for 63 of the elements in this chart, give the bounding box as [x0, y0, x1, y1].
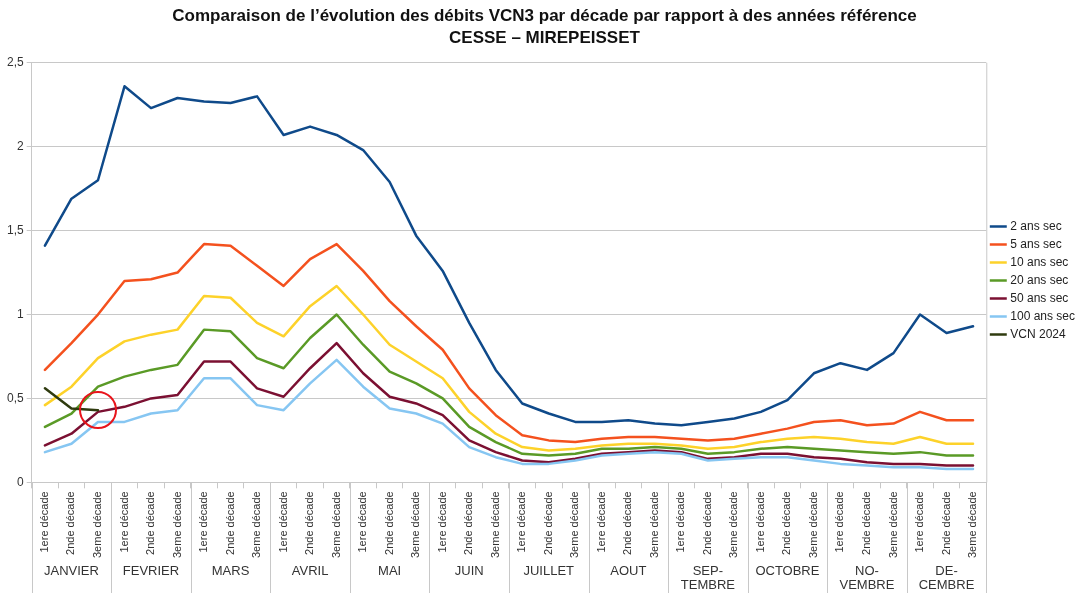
x-tick-label: 2nde décade	[64, 491, 77, 555]
text: MAI	[378, 563, 402, 579]
x-tick-label: 2nde décade	[144, 491, 157, 555]
x-tick-label: 3eme décade	[886, 491, 899, 559]
x-tick-label: 3eme décade	[170, 491, 183, 559]
x-tick-label: 2nde décade	[223, 491, 236, 555]
legend-label: 2 ans sec	[1010, 218, 1062, 233]
text: SEP-TEMBRE	[680, 563, 736, 593]
x-tick-label: 1ere décade	[117, 491, 130, 553]
x-tick-label: 3eme décade	[806, 491, 819, 559]
x-tick-label: 1ere décade	[594, 491, 607, 553]
x-tick-label: 2nde décade	[541, 491, 554, 555]
x-tick-label: 2nde décade	[780, 491, 793, 555]
text: JUIN	[454, 563, 484, 579]
legend-label: 50 ans sec	[1010, 290, 1069, 305]
x-tick-label: 2nde décade	[700, 491, 713, 555]
x-tick-label: 2nde décade	[462, 491, 475, 555]
text: FEVRIER	[122, 563, 180, 579]
chart-title: Comparaison de l’évolution des débits VCN3 par décade par rapport à des années référence	[172, 5, 917, 25]
x-tick-label: 3eme décade	[91, 491, 104, 559]
x-tick-label: 3eme décade	[966, 491, 979, 559]
x-tick-label: 3eme décade	[647, 491, 660, 559]
text: JUILLET	[523, 563, 575, 579]
text: MARS	[211, 563, 250, 579]
y-tick-label: 1	[16, 306, 24, 321]
chart-subtitle: CESSE – MIREPEISSET	[449, 28, 641, 48]
x-tick-label: 3eme décade	[329, 491, 342, 559]
x-tick-label: 3eme décade	[568, 491, 581, 559]
y-tick-label: 0,5	[6, 390, 24, 405]
x-tick-label: 2nde décade	[859, 491, 872, 555]
text: OCTOBRE	[755, 563, 820, 579]
x-tick-label: 1ere décade	[515, 491, 528, 553]
y-tick-label: 2	[16, 139, 24, 154]
x-tick-label: 3eme décade	[488, 491, 501, 559]
x-tick-label: 3eme décade	[409, 491, 422, 559]
legend-label: 5 ans sec	[1010, 236, 1062, 251]
y-tick-label: 0	[16, 474, 24, 489]
x-tick-label: 1ere décade	[276, 491, 289, 553]
text: NO-VEMBRE	[839, 563, 895, 593]
legend-label: 20 ans sec	[1010, 272, 1069, 287]
x-tick-label: 3eme décade	[250, 491, 263, 559]
x-tick-label: 1ere décade	[197, 491, 210, 553]
text: AOUT	[610, 563, 647, 579]
x-tick-label: 2nde décade	[621, 491, 634, 555]
text: JANVIER	[44, 563, 99, 579]
text: AVRIL	[291, 563, 329, 579]
x-tick-label: 1ere décade	[753, 491, 766, 553]
y-tick-label: 1,5	[6, 222, 24, 237]
y-tick-label: 2,5	[6, 55, 24, 70]
x-tick-label: 1ere décade	[833, 491, 846, 553]
x-tick-label: 1ere décade	[674, 491, 687, 553]
x-tick-label: 2nde décade	[382, 491, 395, 555]
x-tick-label: 1ere décade	[356, 491, 369, 553]
x-tick-label: 2nde décade	[939, 491, 952, 555]
legend-label: 10 ans sec	[1010, 254, 1069, 269]
x-tick-label: 1ere décade	[913, 491, 926, 553]
text: DE-CEMBRE	[918, 563, 975, 593]
x-tick-label: 3eme décade	[727, 491, 740, 559]
legend-label: 100 ans sec	[1010, 308, 1076, 323]
legend-label: VCN 2024	[1010, 326, 1066, 341]
x-tick-label: 2nde décade	[303, 491, 316, 555]
x-tick-label: 1ere décade	[37, 491, 50, 553]
x-tick-label: 1ere décade	[435, 491, 448, 553]
